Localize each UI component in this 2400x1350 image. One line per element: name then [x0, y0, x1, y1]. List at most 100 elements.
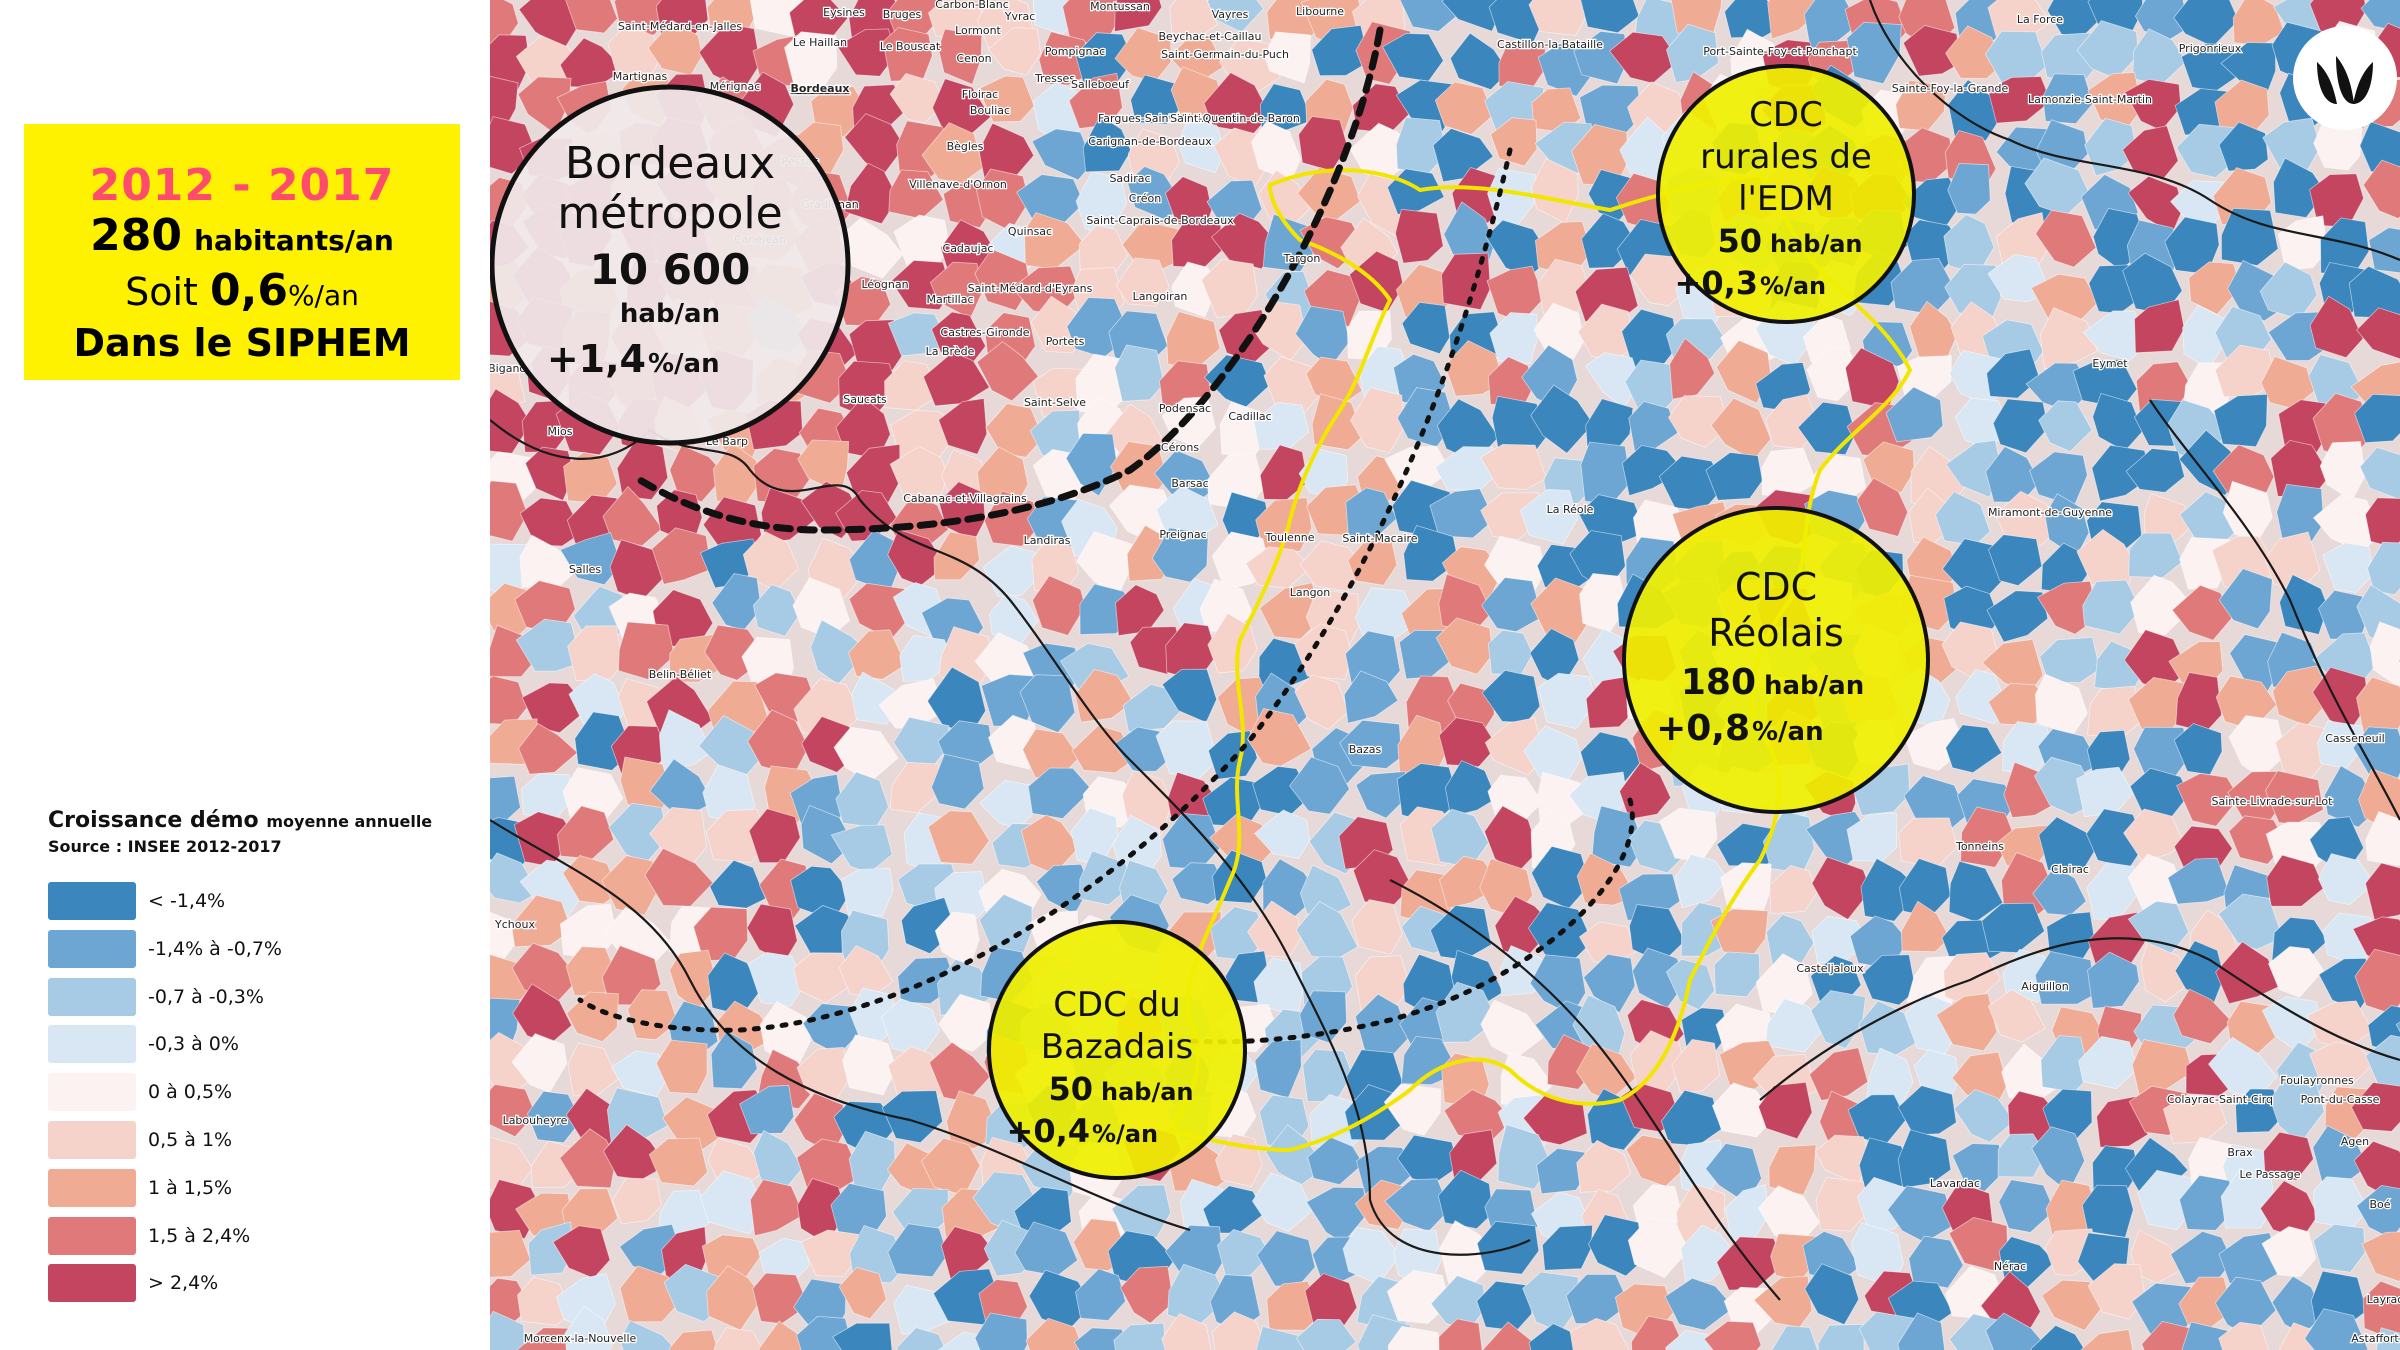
place-label: Targon — [1283, 252, 1321, 265]
commune-cell — [1519, 488, 1579, 545]
legend-title: Croissance démo moyenne annuelle — [48, 808, 468, 833]
commune-cell — [1797, 401, 1857, 456]
legend-source: Source : INSEE 2012-2017 — [48, 837, 282, 856]
legend-title-suffix: moyenne annuelle — [266, 812, 433, 831]
legend-item: < -1,4% — [48, 878, 468, 926]
commune-cell — [2218, 121, 2269, 172]
commune-cell — [619, 1265, 682, 1323]
commune-cell — [2176, 772, 2240, 827]
commune-cell — [1536, 1147, 1589, 1195]
bubble-bordeaux[interactable]: Bordeaux métropole 10 600 hab/an +1,4 %/… — [490, 84, 851, 446]
bubble-bazadais-rate: +0,4 — [1007, 1112, 1091, 1150]
commune-cell — [527, 1221, 573, 1276]
legend-swatch — [48, 1216, 136, 1255]
commune-cell — [1908, 1235, 1964, 1289]
commune-cell — [1947, 162, 1991, 215]
bubble-reolais[interactable]: CDC Réolais 180 hab/an +0,8 %/an — [1622, 506, 1930, 814]
place-label: Clairac — [2051, 863, 2089, 876]
commune-cell — [1350, 387, 1405, 454]
commune-cell — [841, 1034, 897, 1096]
commune-cell — [1769, 865, 1818, 915]
place-label: Saint-Caprais-de-Bordeaux — [1086, 214, 1234, 227]
commune-cell — [752, 584, 802, 637]
commune-cell — [515, 618, 582, 672]
place-label: Bordeaux — [790, 82, 849, 95]
commune-cell — [490, 480, 529, 542]
commune-cell — [1815, 1177, 1870, 1232]
bubble-bazadais[interactable]: CDC du Bazadais 50 hab/an +0,4 %/an — [987, 920, 1247, 1180]
place-label: Casteljaloux — [1796, 962, 1864, 975]
commune-cell — [1480, 443, 1547, 490]
commune-cell — [2277, 215, 2328, 271]
commune-cell — [1765, 914, 1815, 967]
commune-cell — [1573, 30, 1629, 85]
commune-cell — [889, 761, 942, 814]
commune-cell — [832, 1322, 893, 1350]
commune-cell — [490, 1310, 526, 1350]
commune-cell — [2091, 444, 2152, 502]
commune-cell — [2171, 584, 2233, 641]
place-label: Martignas — [613, 70, 668, 83]
summary-period: 2012 - 2017 — [89, 160, 395, 211]
commune-cell — [2317, 853, 2375, 906]
legend-item: -0,3 à 0% — [48, 1021, 468, 1069]
commune-cell — [1343, 670, 1399, 724]
commune-cell — [2034, 950, 2096, 1005]
place-label: Salles — [569, 563, 602, 576]
commune-cell — [1444, 760, 1497, 818]
place-label: Le Bouscat — [880, 40, 941, 53]
commune-cell — [2087, 951, 2140, 1009]
commune-cell — [1295, 1318, 1357, 1350]
place-label: Martillac — [926, 293, 973, 306]
legend-label: 0 à 0,5% — [148, 1081, 233, 1104]
commune-cell — [1885, 386, 1944, 443]
commune-cell — [2268, 946, 2325, 998]
commune-cell — [2359, 446, 2400, 500]
commune-cell — [985, 403, 1044, 458]
commune-cell — [1111, 1184, 1172, 1238]
summary-rate: Soit 0,6%/an — [24, 266, 460, 321]
commune-cell — [1207, 0, 1265, 33]
commune-cell — [1897, 1312, 1946, 1350]
commune-cell — [2140, 942, 2195, 1003]
place-label: Lavardac — [1930, 1177, 1980, 1190]
commune-cell — [1856, 477, 1909, 537]
commune-cell — [565, 0, 618, 34]
bubble-edm[interactable]: CDC rurales de l'EDM 50 hab/an +0,3 %/an — [1656, 64, 1916, 324]
commune-cell — [1434, 81, 1495, 135]
commune-cell — [669, 444, 726, 503]
legend-item: 1,5 à 2,4% — [48, 1213, 468, 1261]
commune-cell — [747, 951, 805, 1007]
commune-cell — [644, 847, 714, 907]
commune-cell — [627, 989, 679, 1041]
commune-cell — [1289, 756, 1350, 815]
commune-cell — [1998, 1179, 2055, 1233]
place-label: Cabanac-et-Villagrains — [903, 492, 1027, 505]
legend-label: 1 à 1,5% — [148, 1176, 233, 1199]
commune-cell — [2080, 1329, 2134, 1350]
commune-cell — [1490, 117, 1538, 167]
legend-item: 0,5 à 1% — [48, 1117, 468, 1165]
place-label: Saint-Selve — [1024, 396, 1086, 409]
commune-cell — [1669, 337, 1716, 400]
commune-cell — [2261, 1226, 2317, 1278]
commune-cell — [617, 621, 675, 681]
place-label: Nérac — [1994, 1260, 2026, 1273]
place-label: Le Haillan — [793, 36, 847, 49]
commune-cell — [1171, 862, 1229, 905]
place-label: Preignac — [1159, 528, 1206, 541]
commune-cell — [1900, 900, 1951, 953]
place-label: Sainte-Foy-la-Grande — [1892, 82, 2009, 95]
commune-cell — [2376, 1327, 2400, 1350]
commune-cell — [1758, 1081, 1813, 1140]
summary-population-unit: habitants/an — [194, 224, 394, 257]
bubble-bazadais-line2: Bazadais — [1041, 1027, 1193, 1067]
commune-cell — [848, 629, 907, 680]
place-label: Layrac — [2367, 1293, 2400, 1306]
legend-label: -1,4% à -0,7% — [148, 937, 282, 960]
commune-cell — [648, 1137, 708, 1187]
commune-cell — [2217, 893, 2284, 950]
choropleth-map[interactable]: Bordeaux Mérignac Saint-Médard-en-Jalles Ey… — [490, 0, 2400, 1350]
commune-cell — [1530, 384, 1594, 454]
commune-cell — [1986, 348, 2041, 399]
